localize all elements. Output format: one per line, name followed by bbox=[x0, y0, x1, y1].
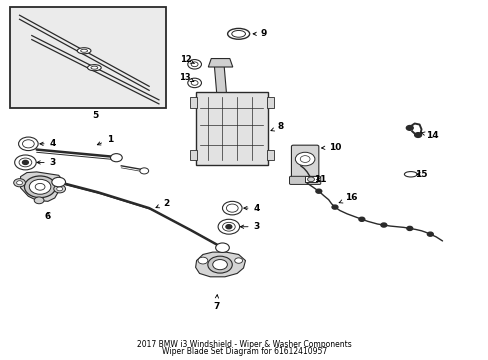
Bar bbox=[266, 150, 273, 160]
Circle shape bbox=[57, 187, 62, 191]
Circle shape bbox=[187, 59, 201, 69]
FancyBboxPatch shape bbox=[291, 145, 318, 180]
Text: 9: 9 bbox=[253, 29, 267, 38]
Bar bbox=[266, 98, 273, 108]
Circle shape bbox=[315, 189, 321, 193]
Circle shape bbox=[22, 140, 34, 148]
Circle shape bbox=[218, 219, 239, 234]
Text: 6: 6 bbox=[45, 212, 51, 221]
Ellipse shape bbox=[81, 49, 87, 52]
Ellipse shape bbox=[91, 66, 98, 69]
FancyBboxPatch shape bbox=[289, 176, 320, 184]
Bar bbox=[305, 176, 316, 183]
Text: 4: 4 bbox=[244, 204, 260, 213]
Circle shape bbox=[29, 179, 51, 194]
Circle shape bbox=[14, 179, 25, 187]
Ellipse shape bbox=[77, 48, 91, 54]
Circle shape bbox=[17, 181, 22, 185]
Text: 7: 7 bbox=[212, 295, 219, 311]
Text: 14: 14 bbox=[420, 131, 438, 140]
Circle shape bbox=[140, 168, 148, 174]
Circle shape bbox=[187, 78, 201, 87]
Ellipse shape bbox=[87, 65, 101, 71]
Circle shape bbox=[406, 226, 412, 230]
Circle shape bbox=[380, 223, 386, 227]
Circle shape bbox=[34, 197, 44, 204]
Circle shape bbox=[307, 177, 314, 182]
Circle shape bbox=[35, 183, 45, 190]
Bar bbox=[189, 150, 197, 160]
Circle shape bbox=[222, 222, 235, 231]
Circle shape bbox=[110, 154, 122, 162]
Text: 15: 15 bbox=[414, 170, 427, 179]
Circle shape bbox=[191, 81, 198, 85]
Circle shape bbox=[234, 258, 242, 263]
Text: 2017 BMW i3 Windshield - Wiper & Washer Components: 2017 BMW i3 Windshield - Wiper & Washer … bbox=[137, 340, 351, 349]
Circle shape bbox=[52, 177, 65, 187]
Ellipse shape bbox=[404, 172, 416, 177]
Circle shape bbox=[54, 185, 65, 193]
Circle shape bbox=[24, 176, 56, 198]
Circle shape bbox=[15, 155, 36, 170]
FancyBboxPatch shape bbox=[195, 93, 267, 165]
Circle shape bbox=[19, 158, 32, 167]
Text: 4: 4 bbox=[40, 139, 56, 148]
Circle shape bbox=[331, 205, 337, 209]
Text: 8: 8 bbox=[270, 122, 283, 131]
Circle shape bbox=[225, 225, 231, 229]
Text: Wiper Blade Set Diagram for 61612410957: Wiper Blade Set Diagram for 61612410957 bbox=[162, 347, 326, 356]
Ellipse shape bbox=[231, 31, 245, 37]
Circle shape bbox=[215, 243, 229, 252]
Circle shape bbox=[406, 126, 412, 130]
Circle shape bbox=[191, 62, 198, 67]
Circle shape bbox=[22, 161, 28, 165]
Circle shape bbox=[207, 256, 232, 273]
Circle shape bbox=[300, 156, 309, 162]
Text: 10: 10 bbox=[321, 143, 341, 152]
Polygon shape bbox=[195, 252, 245, 277]
Text: 3: 3 bbox=[37, 158, 56, 167]
Circle shape bbox=[212, 260, 227, 270]
Circle shape bbox=[358, 217, 364, 221]
Bar bbox=[189, 98, 197, 108]
Ellipse shape bbox=[227, 28, 249, 39]
Bar bbox=[10, 7, 166, 108]
Text: 5: 5 bbox=[92, 111, 98, 120]
Polygon shape bbox=[208, 59, 232, 67]
Text: 13: 13 bbox=[179, 73, 193, 82]
Text: 1: 1 bbox=[97, 135, 113, 145]
Polygon shape bbox=[20, 172, 62, 201]
Circle shape bbox=[427, 232, 432, 236]
Circle shape bbox=[414, 132, 421, 138]
Circle shape bbox=[198, 257, 207, 264]
Circle shape bbox=[19, 137, 38, 150]
Text: 3: 3 bbox=[240, 222, 259, 231]
Circle shape bbox=[295, 152, 314, 166]
Text: 12: 12 bbox=[180, 55, 194, 64]
Text: 11: 11 bbox=[313, 175, 326, 184]
Text: 2: 2 bbox=[156, 198, 169, 208]
Polygon shape bbox=[214, 64, 226, 93]
Circle shape bbox=[226, 204, 238, 212]
Text: 16: 16 bbox=[339, 193, 357, 203]
Circle shape bbox=[222, 201, 242, 215]
